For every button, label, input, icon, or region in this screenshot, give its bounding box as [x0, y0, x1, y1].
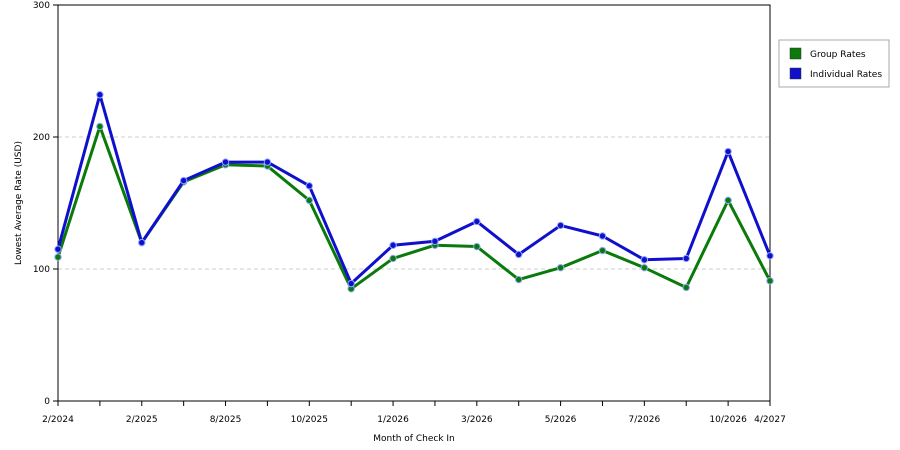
- data-point: [473, 242, 481, 251]
- legend-label: Group Rates: [810, 50, 866, 60]
- data-point: [389, 254, 397, 263]
- y-tick-label: 200: [33, 133, 50, 143]
- data-point: [347, 279, 355, 288]
- data-point: [515, 250, 523, 259]
- data-point: [682, 283, 690, 292]
- x-tick-label: 8/2025: [210, 415, 242, 425]
- x-axis-title: Month of Check In: [373, 434, 455, 444]
- x-tick-label: 10/2026: [709, 415, 747, 425]
- y-tick-label: 300: [33, 1, 50, 11]
- data-point: [515, 275, 523, 284]
- data-point: [305, 196, 313, 205]
- data-point: [96, 122, 104, 131]
- x-axis: 2/2024 2/2025 8/2025 10/2025 1/2026 3/2026 5/2…: [42, 401, 786, 425]
- data-point: [54, 253, 62, 261]
- legend-swatch: [789, 67, 802, 80]
- grid: [58, 136, 770, 270]
- plot-area: [57, 4, 771, 402]
- legend-swatch: [789, 47, 802, 60]
- x-tick-label: 2/2025: [126, 415, 158, 425]
- data-point: [766, 252, 774, 260]
- data-point: [179, 176, 188, 185]
- data-point: [724, 196, 732, 205]
- data-point: [598, 232, 607, 240]
- series-line-individual-rates: [56, 93, 772, 286]
- data-point: [682, 254, 690, 263]
- data-point: [724, 147, 732, 156]
- x-tick-label: 5/2026: [545, 415, 577, 425]
- y-axis-title: Lowest Average Rate (USD): [14, 141, 24, 265]
- x-tick-label: 1/2026: [377, 415, 409, 425]
- y-tick-label: 100: [33, 265, 50, 275]
- data-point: [221, 158, 230, 166]
- data-point: [766, 277, 774, 285]
- data-point: [640, 256, 649, 264]
- legend-label: Individual Rates: [810, 70, 882, 80]
- legend: Group Rates Individual Rates: [778, 39, 890, 88]
- y-axis: 0 100 200 300: [33, 1, 58, 407]
- data-point: [389, 241, 397, 249]
- data-point: [556, 263, 565, 272]
- x-tick-label: 2/2024: [42, 415, 74, 425]
- data-point: [96, 91, 104, 99]
- data-point: [54, 245, 62, 253]
- x-tick-label: 10/2025: [291, 415, 328, 425]
- data-point: [640, 263, 649, 272]
- data-point: [473, 217, 481, 226]
- y-tick-label: 0: [44, 397, 50, 407]
- data-point: [263, 158, 272, 166]
- x-tick-label: 3/2026: [461, 415, 493, 425]
- data-point: [598, 246, 607, 255]
- x-tick-label: 7/2026: [629, 415, 661, 425]
- series-lines: [54, 91, 774, 293]
- data-point: [138, 238, 146, 247]
- data-point: [305, 182, 313, 190]
- x-tick-label: 4/2027: [754, 415, 786, 425]
- data-point: [556, 221, 565, 230]
- data-point: [431, 237, 439, 245]
